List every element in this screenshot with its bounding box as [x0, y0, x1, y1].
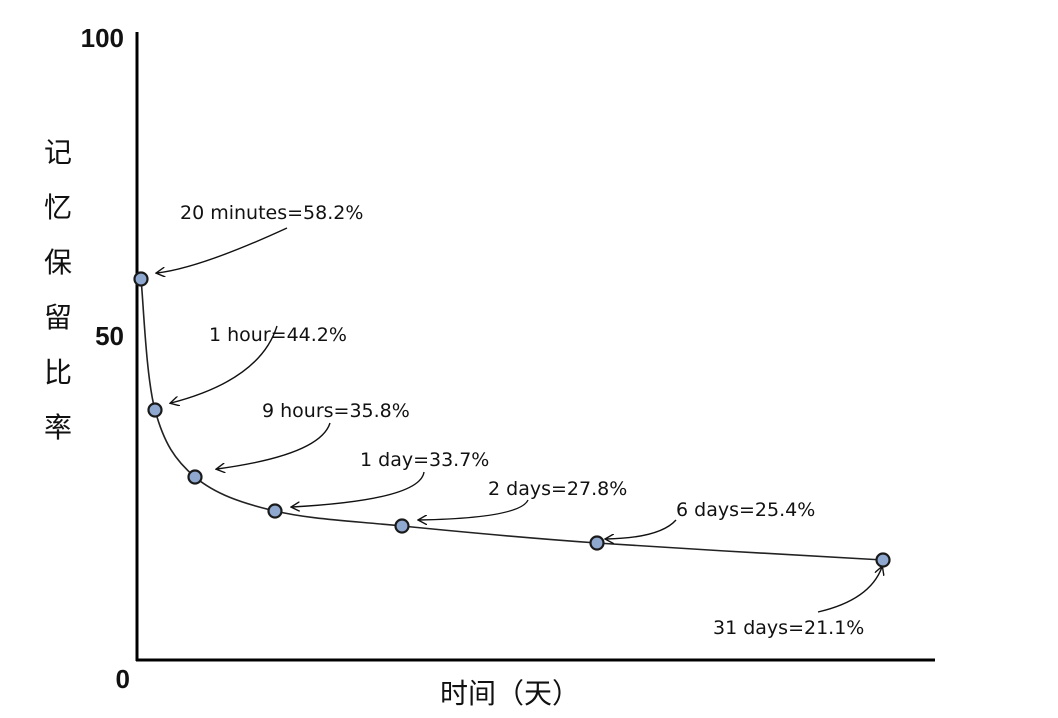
- annotation-arrow: [817, 567, 882, 613]
- data-point: [394, 518, 410, 534]
- data-point: [875, 552, 891, 568]
- annotation-arrow: [419, 499, 529, 520]
- point-label: 1 day=33.7%: [360, 449, 489, 471]
- annotation-arrow: [217, 422, 331, 469]
- point-label: 6 days=25.4%: [676, 499, 815, 521]
- annotation-arrow: [171, 325, 278, 403]
- point-label: 1 hour=44.2%: [209, 324, 347, 346]
- data-points: [133, 271, 891, 568]
- y-tick-label-0: 0: [116, 664, 130, 694]
- point-label: 9 hours=35.8%: [262, 400, 410, 422]
- data-point: [187, 469, 203, 485]
- point-label: 20 minutes=58.2%: [180, 202, 363, 224]
- annotation-arrow: [157, 227, 288, 273]
- annotation-arrow: [292, 471, 425, 507]
- data-point: [267, 503, 283, 519]
- point-labels: 20 minutes=58.2% 1 hour=44.2% 9 hours=35.8…: [180, 202, 864, 639]
- y-axis-title: 记忆保留比率: [44, 136, 72, 444]
- data-point: [147, 402, 163, 418]
- annotation-arrows: [157, 227, 882, 613]
- point-label: 31 days=21.1%: [713, 617, 864, 639]
- x-axis-title: 时间（天）: [440, 677, 580, 710]
- point-label: 2 days=27.8%: [488, 478, 627, 500]
- annotation-arrow: [606, 519, 677, 539]
- y-tick-label-50: 50: [95, 321, 124, 351]
- y-tick-label-100: 100: [81, 23, 124, 53]
- data-point: [133, 271, 149, 287]
- data-point: [589, 535, 605, 551]
